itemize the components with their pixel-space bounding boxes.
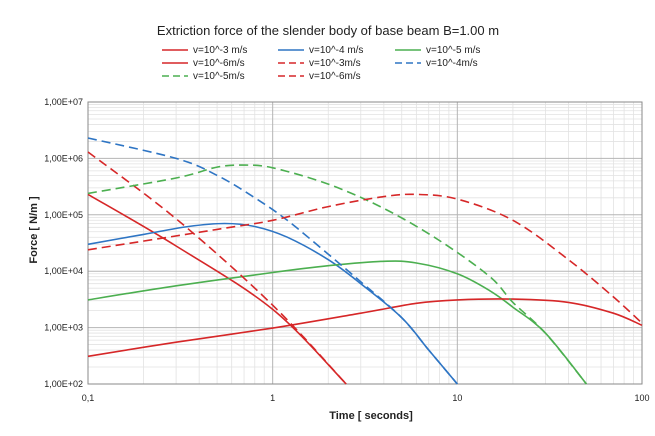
- x-tick-label: 100: [634, 393, 649, 403]
- legend-label-4: v=10^-6m/s: [193, 58, 245, 69]
- plot-area-border: [87, 101, 643, 385]
- series-line-5: [87, 151, 347, 385]
- y-tick-label: 1,00E+02: [44, 379, 83, 389]
- grid: [87, 101, 643, 385]
- y-tick-label: 1,00E+06: [44, 153, 83, 163]
- legend-label-2: v=10^-4 m/s: [309, 45, 363, 56]
- series-line-4: [87, 298, 643, 358]
- x-tick-label: 1: [270, 393, 275, 403]
- x-tick-label: 0,1: [82, 393, 95, 403]
- y-tick-label: 1,00E+07: [44, 97, 83, 107]
- legend-label-6: v=10^-4m/s: [426, 58, 478, 69]
- series-line-6: [87, 137, 458, 385]
- series-line-3: [87, 260, 588, 385]
- legend-label-8: v=10^-6m/s: [309, 71, 361, 82]
- legend-label-3: v=10^-5 m/s: [426, 45, 480, 56]
- series-layer: [87, 137, 643, 385]
- y-tick-label: 1,00E+05: [44, 210, 83, 220]
- legend-label-1: v=10^-3 m/s: [193, 45, 247, 56]
- y-axis-ticks: 1,00E+02 1,00E+03 1,00E+04 1,00E+05 1,00E+06…: [44, 97, 83, 389]
- y-tick-label: 1,00E+04: [44, 266, 83, 276]
- legend-label-5: v=10^-3m/s: [309, 58, 361, 69]
- legend-label-7: v=10^-5m/s: [193, 71, 245, 82]
- x-axis-ticks: 0,1 1 10 100: [82, 393, 650, 403]
- x-axis-title: Time [ seconds]: [329, 410, 413, 422]
- y-tick-label: 1,00E+03: [44, 323, 83, 333]
- y-axis-title: Force [ N/m ]: [28, 196, 40, 264]
- legend: v=10^-3 m/s v=10^-4 m/s v=10^-5 m/s v=10^-6…: [162, 45, 480, 82]
- x-tick-label: 10: [452, 393, 462, 403]
- chart-title: Extriction force of the slender body of …: [157, 23, 499, 38]
